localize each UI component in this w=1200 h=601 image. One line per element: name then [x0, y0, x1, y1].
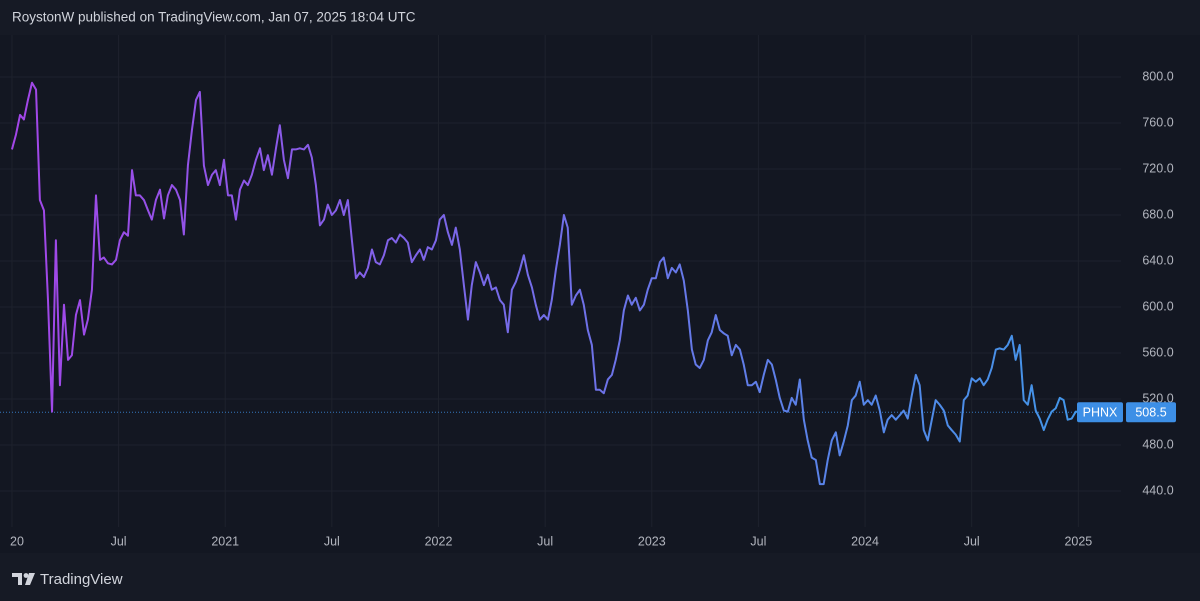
price-line	[10, 81, 1080, 486]
y-tick-label: 800.0	[1142, 69, 1173, 83]
y-tick-label: 560.0	[1142, 345, 1173, 359]
y-tick-label: 760.0	[1142, 115, 1173, 129]
y-tick-label: 480.0	[1142, 437, 1173, 451]
x-tick-label: 2021	[211, 534, 239, 548]
y-tick-label: 720.0	[1142, 161, 1173, 175]
y-tick-label: 600.0	[1142, 299, 1173, 313]
x-tick-label: 20	[10, 534, 24, 548]
x-tick-label: Jul	[964, 534, 980, 548]
y-tick-label: 520.0	[1142, 391, 1173, 405]
x-tick-label: Jul	[324, 534, 340, 548]
logo	[12, 573, 35, 585]
x-tick-label: 2025	[1064, 534, 1092, 548]
symbol-badge	[1077, 402, 1123, 423]
y-tick-label: 680.0	[1142, 207, 1173, 221]
x-tick-label: 2023	[638, 534, 666, 548]
header: RoystonW published on TradingView.com, J…	[12, 10, 416, 25]
y-tick-label: 440.0	[1142, 483, 1173, 497]
price-badge	[1126, 402, 1176, 423]
symbol-name: PHNX	[1083, 406, 1118, 420]
plot-background	[0, 35, 1200, 553]
x-tick-label: Jul	[537, 534, 553, 548]
x-tick-label: 2024	[851, 534, 879, 548]
x-tick-label: Jul	[750, 534, 766, 548]
x-tick-label: 2022	[425, 534, 453, 548]
brand: TradingView	[40, 571, 123, 588]
last-price: 508.5	[1135, 406, 1166, 420]
x-tick-label: Jul	[111, 534, 127, 548]
y-tick-label: 640.0	[1142, 253, 1173, 267]
